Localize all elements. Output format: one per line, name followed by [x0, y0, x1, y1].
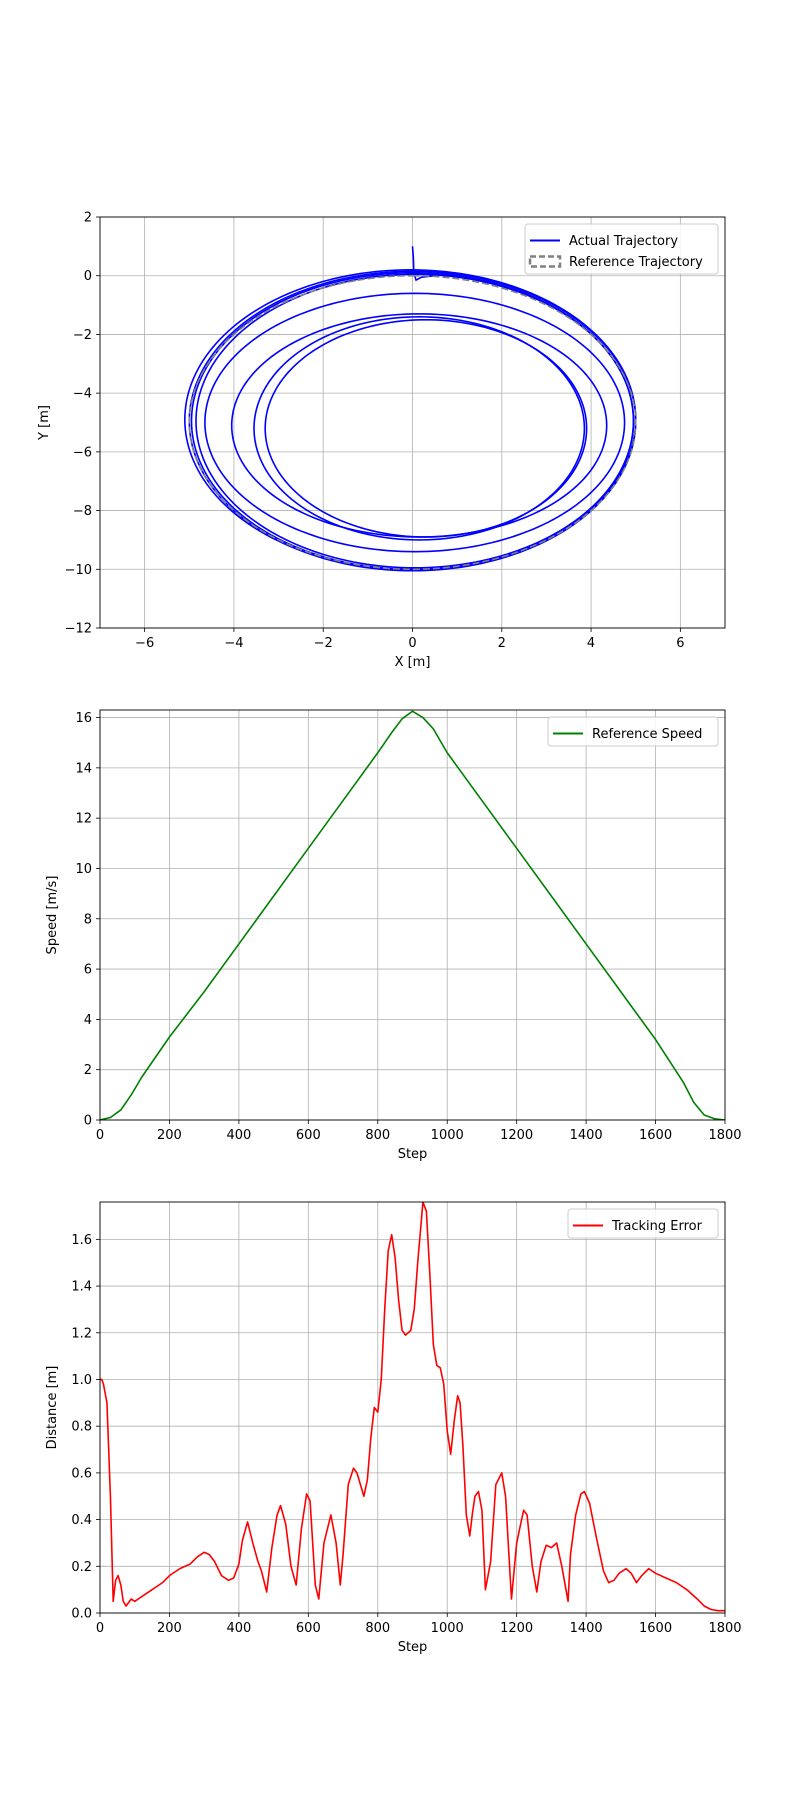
x-tick-label: 1000	[431, 1621, 464, 1636]
y-tick-label: −10	[65, 563, 92, 578]
series-line-1-loop-8	[264, 318, 588, 538]
y-tick-label: 2	[84, 1063, 92, 1078]
x-tick-label: 1800	[708, 1128, 741, 1143]
y-tick-label: 4	[84, 1013, 92, 1028]
y-tick-label: 0.0	[71, 1607, 92, 1622]
axes-frame	[99, 216, 726, 629]
legend-entry: Reference Speed	[592, 727, 702, 742]
plot-area	[100, 710, 725, 1120]
x-tick-label: 2	[498, 636, 506, 651]
x-tick-label: 800	[365, 1621, 390, 1636]
y-tick-label: 1.2	[71, 1326, 92, 1341]
y-tick-label: 1.4	[71, 1280, 92, 1295]
x-tick-label: 1000	[431, 1128, 464, 1143]
x-tick-label: 0	[96, 1128, 104, 1143]
y-tick-label: 0.6	[71, 1466, 92, 1481]
series-line-1	[100, 710, 725, 1120]
x-tick-label: 4	[587, 636, 595, 651]
series-line-1-loop-3	[195, 273, 635, 569]
y-tick-label: 0	[84, 269, 92, 284]
x-tick-label: 200	[157, 1621, 182, 1636]
x-tick-label: 1600	[639, 1128, 672, 1143]
series-line-1	[100, 1202, 725, 1612]
y-tick-label: 0.2	[71, 1560, 92, 1575]
legend: Tracking Error	[567, 1208, 719, 1239]
y-tick-label: 12	[75, 812, 92, 827]
axes-frame	[99, 1201, 726, 1614]
x-tick-label: 800	[365, 1128, 390, 1143]
y-axis-label: Distance [m]	[45, 1366, 60, 1450]
legend-frame	[524, 223, 719, 275]
y-tick-label: 1.0	[71, 1373, 92, 1388]
y-tick-label: 16	[75, 711, 92, 726]
plot-area	[184, 246, 637, 572]
x-tick-label: 1600	[639, 1621, 672, 1636]
y-tick-label: 0.8	[71, 1420, 92, 1435]
x-tick-label: 600	[296, 1128, 321, 1143]
x-tick-label: 1400	[570, 1128, 603, 1143]
y-tick-label: 0.4	[71, 1513, 92, 1528]
x-tick-label: 0	[96, 1621, 104, 1636]
y-tick-label: −6	[73, 445, 92, 460]
legend: Actual Trajectory Reference Trajectory	[524, 223, 719, 275]
series-line-1-loop-4	[184, 269, 637, 571]
y-tick-label: 10	[75, 862, 92, 877]
y-axis-label: Y [m]	[37, 405, 52, 441]
legend-swatch	[528, 255, 562, 268]
x-tick-label: 1800	[708, 1621, 741, 1636]
legend-entry: Tracking Error	[611, 1219, 703, 1234]
y-tick-label: 6	[84, 963, 92, 978]
plot-area	[100, 1202, 725, 1612]
x-axis-label: Step	[398, 1147, 428, 1162]
y-tick-label: −12	[65, 622, 92, 637]
series-line-1-loop-7	[253, 316, 586, 541]
y-tick-label: −8	[73, 504, 92, 519]
x-tick-label: 6	[676, 636, 684, 651]
x-tick-label: 200	[157, 1128, 182, 1143]
series-line-1-loop-5	[204, 292, 626, 553]
x-tick-label: 600	[296, 1621, 321, 1636]
x-tick-label: −6	[135, 636, 154, 651]
x-axis-label: X [m]	[395, 655, 431, 670]
x-tick-label: 400	[226, 1128, 251, 1143]
x-tick-label: 1400	[570, 1621, 603, 1636]
y-tick-label: −4	[73, 387, 92, 402]
axes-frame	[99, 709, 726, 1121]
y-tick-label: −2	[73, 328, 92, 343]
chart-2: 0 200 400 600 800 1000 1200 1400 1600 1800 0 2 4 6 8 10…	[45, 709, 742, 1162]
legend-entry: Actual Trajectory	[569, 234, 678, 249]
x-tick-label: −4	[224, 636, 243, 651]
x-tick-label: 1200	[500, 1128, 533, 1143]
legend-frame	[567, 1208, 719, 1239]
y-tick-label: 0	[84, 1114, 92, 1129]
y-tick-label: 14	[75, 761, 92, 776]
x-axis-label: Step	[398, 1640, 428, 1655]
x-tick-label: 1200	[500, 1621, 533, 1636]
series-line-1-loop-6	[230, 313, 608, 538]
x-tick-label: 0	[408, 636, 416, 651]
y-tick-label: 8	[84, 912, 92, 927]
x-tick-label: 400	[226, 1621, 251, 1636]
legend: Reference Speed	[547, 716, 719, 747]
y-tick-label: 2	[84, 211, 92, 226]
legend-frame	[547, 716, 719, 747]
x-tick-label: −2	[314, 636, 333, 651]
chart-3: 0 200 400 600 800 1000 1200 1400 1600 1800 0.0 0.2 0…	[45, 1201, 742, 1655]
chart-1: −6 −4 −2 0 2 4 6 −12 −10 −8 −6 −4 −2 0 2 X [m] Y [m] Actu…	[37, 211, 726, 670]
legend-entry: Reference Trajectory	[569, 255, 703, 270]
y-tick-label: 1.6	[71, 1233, 92, 1248]
series-line-2-loop-1	[188, 274, 637, 571]
y-axis-label: Speed [m/s]	[45, 876, 60, 955]
